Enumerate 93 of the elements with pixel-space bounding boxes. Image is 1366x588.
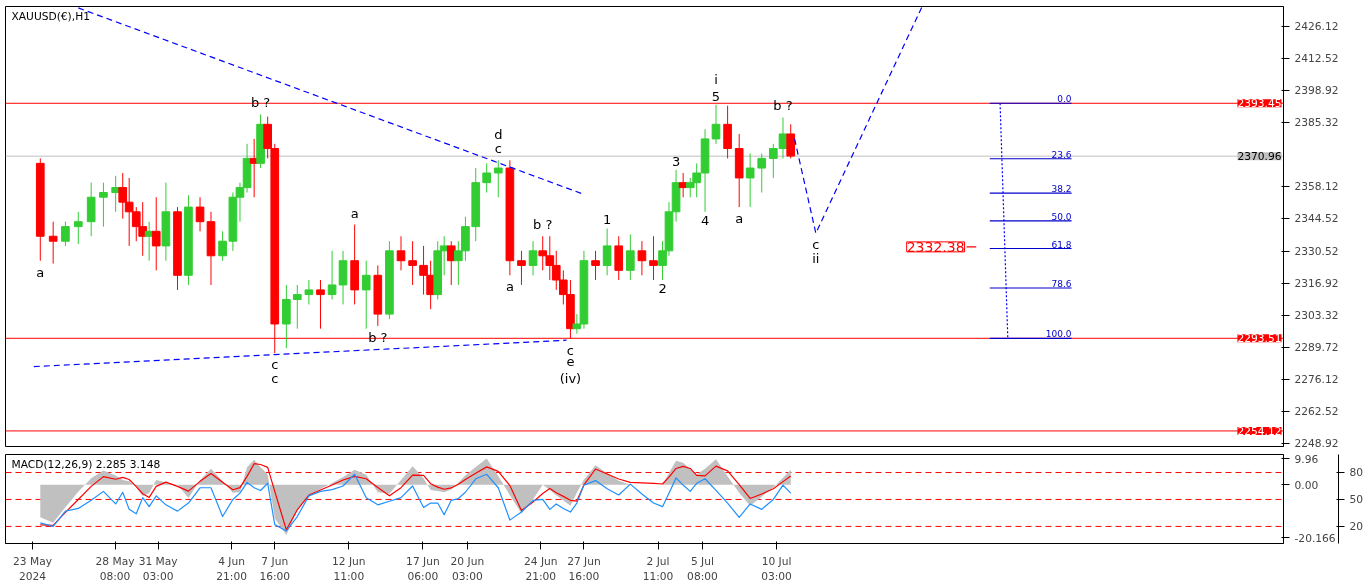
candlestick — [327, 250, 337, 301]
candlestick — [48, 221, 58, 265]
y-tick-label: 2289.72 — [1294, 341, 1339, 355]
x-tick-label: 28 May 08:00 — [95, 554, 135, 584]
candlestick — [292, 284, 302, 330]
x-tick-label: 23 May 2024 — [13, 554, 53, 584]
candlestick — [493, 159, 503, 198]
y-tick-label: 2303.32 — [1294, 309, 1339, 323]
x-tick-label: 2 Jul 11:00 — [642, 554, 674, 584]
annotation: ii — [812, 251, 820, 267]
candlestick — [396, 235, 406, 271]
annotation: 1 — [603, 212, 612, 228]
candlestick — [304, 279, 314, 305]
annotation: 0.0 — [1057, 94, 1072, 105]
candlestick — [528, 240, 538, 276]
annotation: a — [36, 264, 45, 280]
y2-tick-label: 80 — [1349, 466, 1364, 480]
annotation: 5 — [711, 88, 721, 104]
y2-tick-label: 20 — [1349, 520, 1364, 534]
candlestick — [73, 211, 83, 245]
ref-line-label: 2293.51 — [1237, 332, 1282, 346]
annotation: d — [494, 127, 503, 143]
annotation: 3 — [671, 153, 681, 169]
chart-title: MACD(12,26,9) 2.285 3.148 — [11, 457, 161, 471]
x-tick-label: 24 Jun 21:00 — [523, 554, 558, 584]
candlestick — [757, 152, 767, 194]
y-tick-label: 2330.52 — [1294, 245, 1339, 259]
annotation: a — [505, 279, 514, 295]
candlestick — [408, 240, 417, 286]
ref-line-label: 2370.96 — [1237, 150, 1282, 164]
annotation: (iv) — [559, 370, 582, 386]
candlestick — [218, 230, 227, 262]
ref-line-label: 2393.45 — [1237, 97, 1282, 111]
y2-tick-label: 50 — [1349, 493, 1364, 507]
x-tick-label: 10 Jul 03:00 — [761, 554, 793, 584]
annotation: a — [350, 205, 359, 221]
x-tick-label: 5 Jul 08:00 — [687, 554, 719, 584]
y-tick-label: 2398.92 — [1294, 84, 1339, 98]
y-tick-label: 2316.92 — [1294, 277, 1339, 291]
candlestick — [637, 240, 647, 276]
y-tick-label: 2344.52 — [1294, 212, 1339, 226]
annotation: b ? — [533, 217, 553, 233]
candlestick — [602, 228, 612, 276]
candlestick — [649, 235, 658, 281]
candlestick — [316, 279, 325, 330]
annotation: 61.8 — [1051, 239, 1072, 250]
annotation: 78.6 — [1051, 279, 1072, 289]
candlestick — [745, 152, 755, 208]
y-tick-label: 2412.52 — [1294, 52, 1339, 66]
candlestick — [151, 196, 161, 271]
annotation: 100.0 — [1045, 329, 1072, 340]
y-tick-label: 2358.12 — [1294, 180, 1339, 194]
annotation: 38.2 — [1051, 184, 1072, 195]
annotation: c — [271, 357, 279, 373]
y-tick-label: 2276.12 — [1294, 373, 1339, 387]
y-tick-label: -20.166 — [1294, 531, 1336, 545]
candlestick — [61, 221, 70, 247]
x-tick-label: 17 Jun 06:00 — [406, 554, 440, 584]
annotation: a — [735, 211, 744, 227]
y-tick-label: 2426.12 — [1294, 20, 1339, 34]
annotation: 23.6 — [1051, 149, 1072, 160]
x-tick-label: 20 Jun 03:00 — [450, 554, 485, 584]
y-tick-label: 2248.92 — [1294, 437, 1339, 451]
x-tick-label: 27 Jun 16:00 — [567, 554, 601, 584]
candlestick — [786, 123, 796, 159]
y-tick-label: 2262.52 — [1294, 405, 1339, 419]
candlestick — [711, 104, 721, 145]
candlestick — [195, 196, 205, 232]
y-tick-label: 2385.32 — [1294, 116, 1339, 130]
annotation: 50.0 — [1051, 211, 1072, 222]
y-tick-label: 0.00 — [1294, 478, 1319, 492]
y-tick-label: 9.96 — [1294, 452, 1319, 466]
candlestick — [591, 250, 600, 281]
x-tick-label: 4 Jun 21:00 — [216, 554, 248, 584]
annotation: 2332.38 — [906, 238, 965, 255]
candlestick — [626, 233, 635, 281]
annotation: c — [271, 371, 279, 387]
candlestick — [517, 250, 526, 286]
annotation: i — [714, 71, 718, 87]
annotation: c — [812, 237, 820, 253]
chart-title: XAUUSD(€),H1 — [11, 9, 90, 23]
x-tick-label: 12 Jun 11:00 — [332, 554, 366, 584]
x-tick-label: 31 May 03:00 — [138, 554, 178, 584]
candlestick — [482, 162, 492, 194]
line-series — [39, 473, 792, 532]
annotation: 4 — [700, 212, 710, 228]
annotation: 2 — [658, 281, 667, 296]
ref-line-label: 2254.12 — [1237, 424, 1282, 438]
x-tick-label: 7 Jun 16:00 — [259, 554, 291, 584]
annotation: c — [566, 342, 574, 358]
annotation: c — [494, 141, 502, 157]
candlestick — [99, 182, 108, 228]
candlestick — [361, 260, 371, 330]
